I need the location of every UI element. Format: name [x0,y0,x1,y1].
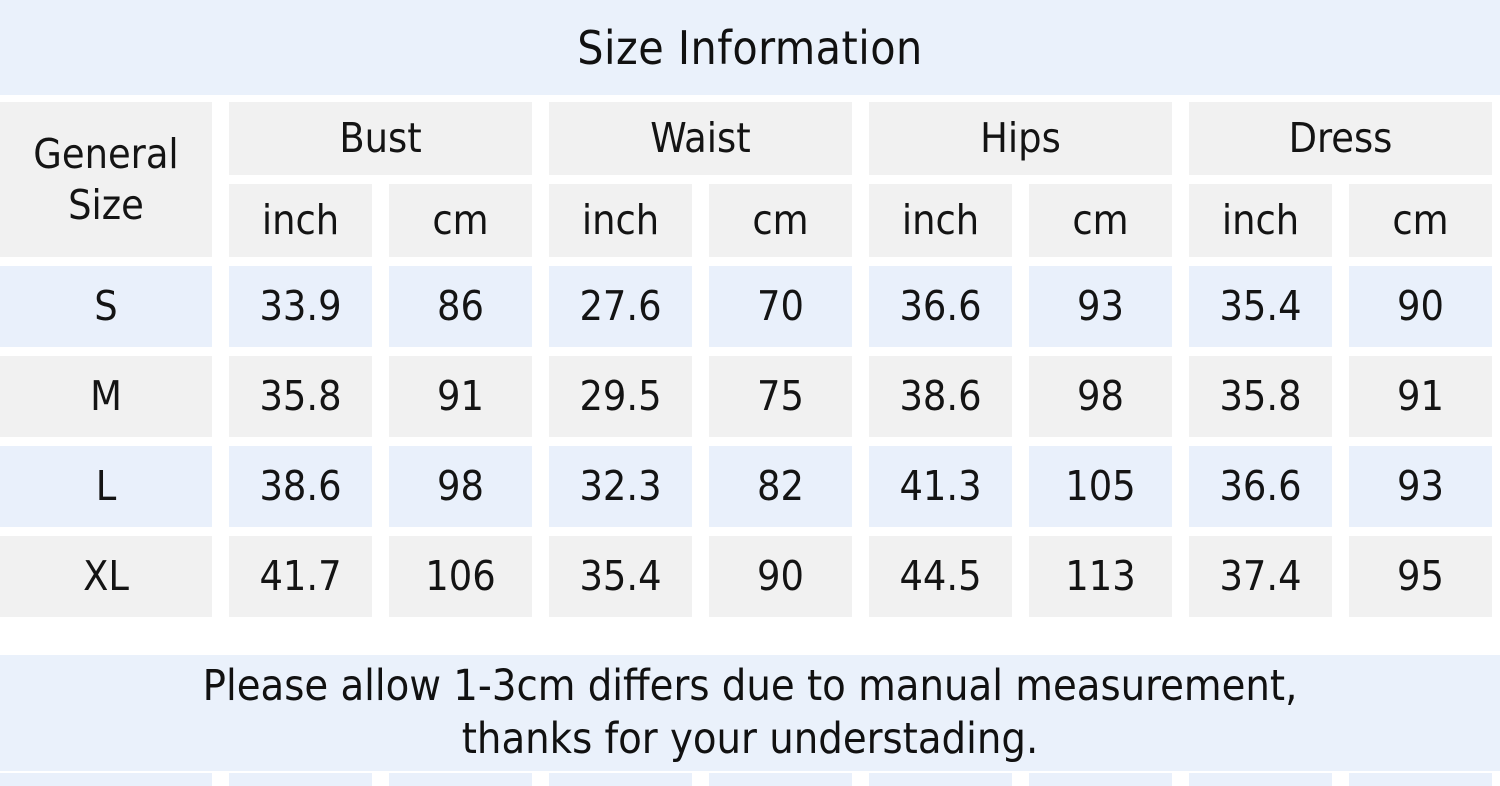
cell-waist-inch: 27.6 [549,266,692,347]
header-unit-row: inch cm inch cm inch cm inch cm [229,184,1500,257]
header-unit-dress-cm: cm [1349,184,1492,257]
header-general-size: General Size [0,102,212,257]
table-row: XL 41.7 106 35.4 90 44.5 113 37.4 95 [0,536,1500,617]
cell-bust-inch: 41.7 [229,536,372,617]
row-size-label: XL [0,536,212,617]
header-unit-waist-inch: inch [549,184,692,257]
cell-hips-cm: 93 [1029,266,1172,347]
table-header: General Size Bust Waist Hips Dress inch … [0,102,1500,257]
cell-waist-cm: 75 [709,356,852,437]
measurement-note-line1: Please allow 1-3cm differs due to manual… [202,661,1298,712]
header-general-size-line1: General [33,130,179,179]
header-group-waist: Waist [549,102,852,175]
header-general-size-line2: Size [68,180,144,229]
table-row: S 33.9 86 27.6 70 36.6 93 35.4 90 [0,266,1500,347]
cell-waist-inch: 29.5 [549,356,692,437]
page-title: Size Information [577,20,923,75]
row-size-label: S [0,266,212,347]
table-row: M 35.8 91 29.5 75 38.6 98 35.8 91 [0,356,1500,437]
table-row: L 38.6 98 32.3 82 41.3 105 36.6 93 [0,446,1500,527]
cell-hips-inch: 36.6 [869,266,1012,347]
cell-dress-cm: 93 [1349,446,1492,527]
cell-waist-inch: 35.4 [549,536,692,617]
header-unit-bust-inch: inch [229,184,372,257]
cell-bust-inch: 33.9 [229,266,372,347]
cell-waist-cm: 90 [709,536,852,617]
cell-dress-cm: 95 [1349,536,1492,617]
cell-dress-cm: 91 [1349,356,1492,437]
chart-title-band: Size Information [0,0,1500,95]
cell-waist-inch: 32.3 [549,446,692,527]
row-size-label: M [0,356,212,437]
cell-dress-inch: 36.6 [1189,446,1332,527]
cell-hips-cm: 98 [1029,356,1172,437]
cell-dress-inch: 37.4 [1189,536,1332,617]
row-size-label: L [0,446,212,527]
header-group-bust: Bust [229,102,532,175]
cell-hips-inch: 38.6 [869,356,1012,437]
cell-hips-inch: 41.3 [869,446,1012,527]
cell-bust-cm: 98 [389,446,532,527]
cell-bust-inch: 38.6 [229,446,372,527]
cell-dress-inch: 35.4 [1189,266,1332,347]
cell-bust-cm: 106 [389,536,532,617]
size-table: General Size Bust Waist Hips Dress inch … [0,102,1500,626]
cell-dress-cm: 90 [1349,266,1492,347]
measurement-note: Please allow 1-3cm differs due to manual… [0,655,1500,771]
cell-bust-cm: 86 [389,266,532,347]
header-unit-dress-inch: inch [1189,184,1332,257]
cell-waist-cm: 82 [709,446,852,527]
cell-hips-inch: 44.5 [869,536,1012,617]
cell-bust-inch: 35.8 [229,356,372,437]
header-unit-hips-cm: cm [1029,184,1172,257]
cell-dress-inch: 35.8 [1189,356,1332,437]
header-unit-waist-cm: cm [709,184,852,257]
header-unit-hips-inch: inch [869,184,1012,257]
cell-hips-cm: 105 [1029,446,1172,527]
header-right-stack: Bust Waist Hips Dress inch cm inch cm in… [229,102,1500,257]
cell-bust-cm: 91 [389,356,532,437]
header-group-row: Bust Waist Hips Dress [229,102,1500,175]
cell-hips-cm: 113 [1029,536,1172,617]
header-unit-bust-cm: cm [389,184,532,257]
cell-waist-cm: 70 [709,266,852,347]
header-group-dress: Dress [1189,102,1492,175]
measurement-note-line2: thanks for your understading. [461,714,1039,764]
clipped-next-row [0,773,1500,786]
header-group-hips: Hips [869,102,1172,175]
